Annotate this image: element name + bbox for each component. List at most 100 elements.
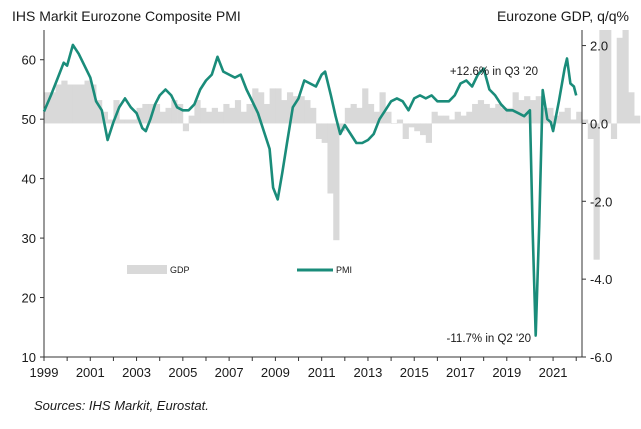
left-tick-label: 60 xyxy=(22,53,36,68)
pmi-line xyxy=(42,43,578,337)
x-tick-label: 2015 xyxy=(400,365,429,380)
gdp-bar xyxy=(55,84,62,124)
gdp-bar xyxy=(408,123,415,128)
pmi-line-group xyxy=(42,43,578,337)
gdp-bar xyxy=(350,103,357,124)
gdp-bar xyxy=(275,88,282,124)
gdp-bar xyxy=(240,111,247,124)
gdp-bar xyxy=(448,119,456,124)
x-tick-label: 2005 xyxy=(168,365,197,380)
gdp-bar xyxy=(124,119,132,124)
gdp-bars xyxy=(44,30,641,260)
gdp-bar xyxy=(188,115,195,124)
gdp-bar xyxy=(229,107,236,124)
gdp-bar xyxy=(628,92,635,124)
gdp-bar xyxy=(582,119,589,124)
gdp-bar xyxy=(119,119,126,124)
gdp-bar xyxy=(142,103,149,124)
right-tick-label: -4.0 xyxy=(590,272,612,287)
gdp-bar xyxy=(616,37,623,124)
left-tick-label: 20 xyxy=(22,291,36,306)
gdp-bar xyxy=(437,115,444,124)
gdp-bar xyxy=(524,96,531,124)
right-tick-label: -2.0 xyxy=(590,194,612,209)
gdp-bar xyxy=(599,30,606,124)
gdp-bar xyxy=(385,111,392,124)
gdp-bar xyxy=(460,115,467,124)
chart-title-left: IHS Markit Eurozone Composite PMI xyxy=(12,8,241,24)
gdp-bar xyxy=(223,103,230,124)
left-tick-label: 30 xyxy=(22,231,36,246)
gdp-bar xyxy=(472,103,479,124)
gdp-bar xyxy=(304,100,311,124)
gdp-bar xyxy=(558,111,566,124)
right-tick-label: 2.0 xyxy=(590,39,608,54)
gdp-bar xyxy=(101,111,109,124)
annotation-q2-2020: -11.7% in Q2 '20 xyxy=(447,333,531,345)
gdp-bar xyxy=(576,111,583,124)
x-tick-label: 2007 xyxy=(215,365,244,380)
gdp-bar xyxy=(165,107,172,124)
gdp-bar xyxy=(153,103,161,124)
gdp-bar xyxy=(402,123,409,139)
gdp-bar xyxy=(610,123,618,139)
x-tick-label: 2003 xyxy=(122,365,151,380)
x-tick-label: 1999 xyxy=(30,365,59,380)
labels: GDP PMI +12.6% in Q3 '20 -11.7% in Q2 '20 xyxy=(127,66,538,345)
legend-pmi-label: PMI xyxy=(336,265,352,275)
left-tick-label: 40 xyxy=(22,172,36,187)
gdp-bar xyxy=(246,103,253,124)
right-tick-label: -6.0 xyxy=(590,350,612,365)
gdp-bar xyxy=(483,103,490,124)
gdp-bar xyxy=(217,111,224,124)
gdp-bar xyxy=(420,123,427,136)
gdp-bar xyxy=(466,111,473,124)
gdp-bar xyxy=(72,84,80,124)
axes: 10 20 30 40 50 60 2.0 0.0 -2.0 -4.0 -6.0 1999 2001 20… xyxy=(22,30,612,380)
gdp-bar xyxy=(391,123,398,124)
right-tick-label: 0.0 xyxy=(590,116,608,131)
legend-gdp-label: GDP xyxy=(170,265,190,275)
gdp-bar xyxy=(263,103,271,124)
x-tick-label: 2013 xyxy=(353,365,382,380)
chart-title-right: Eurozone GDP, q/q% xyxy=(496,8,629,24)
gdp-bar xyxy=(286,92,294,124)
gdp-bar xyxy=(269,88,276,124)
x-tick-label: 2001 xyxy=(76,365,105,380)
x-tick-label: 2019 xyxy=(492,365,521,380)
gdp-bar xyxy=(61,80,68,124)
left-tick-label: 10 xyxy=(22,350,36,365)
gdp-bar xyxy=(414,123,421,132)
gdp-bar xyxy=(177,103,184,124)
gdp-bar xyxy=(200,107,207,124)
gdp-bar xyxy=(281,100,288,124)
gdp-bar xyxy=(327,123,334,194)
x-tick-label: 2017 xyxy=(446,365,475,380)
x-tick-label: 2021 xyxy=(539,365,568,380)
gdp-bar xyxy=(78,84,85,124)
gdp-bar xyxy=(96,100,103,124)
gdp-bar xyxy=(506,107,513,124)
gdp-bar xyxy=(443,115,450,124)
gdp-bar xyxy=(570,119,577,124)
gdp-bar xyxy=(315,123,323,139)
gdp-bar xyxy=(356,107,363,124)
gdp-bar xyxy=(501,107,508,124)
gdp-bar xyxy=(489,107,496,124)
gdp-bar xyxy=(211,107,218,124)
gdp-bar xyxy=(44,92,51,124)
gdp-bar xyxy=(310,107,317,124)
source-note: Sources: IHS Markit, Eurostat. xyxy=(34,398,209,413)
gdp-bar xyxy=(292,96,299,124)
gdp-bar xyxy=(205,111,213,124)
gdp-bar xyxy=(159,111,166,124)
gdp-bar xyxy=(344,107,352,124)
gdp-bar xyxy=(541,107,548,124)
gdp-bar xyxy=(182,123,190,132)
gdp-bar xyxy=(367,103,375,124)
gdp-bar xyxy=(379,92,386,124)
gdp-bar xyxy=(321,123,328,143)
gdp-bar xyxy=(593,123,600,260)
gdp-bar xyxy=(258,92,265,124)
